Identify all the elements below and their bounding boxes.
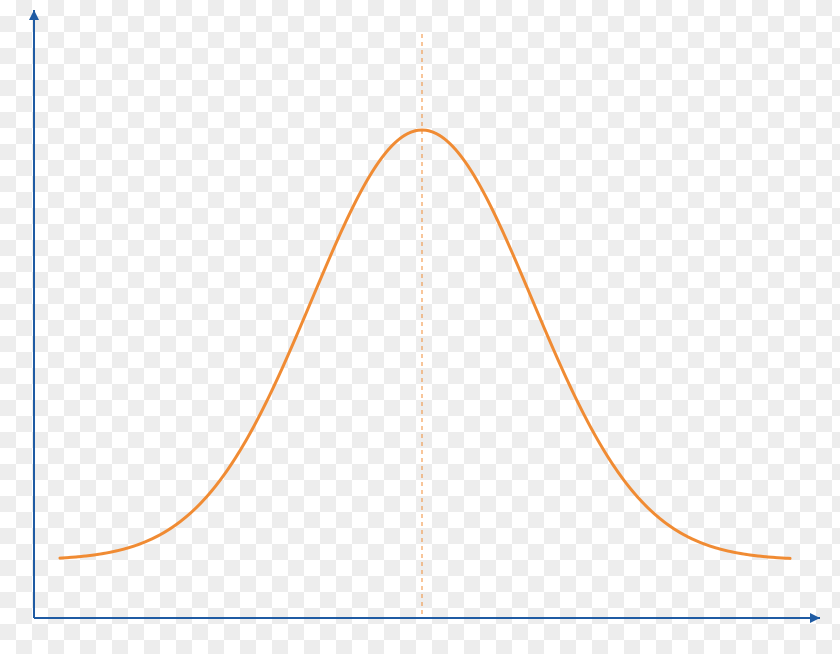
bell-curve-chart (0, 0, 840, 654)
x-axis-arrowhead (810, 613, 820, 623)
y-axis-arrowhead (29, 10, 39, 20)
bell-curve (60, 130, 790, 558)
